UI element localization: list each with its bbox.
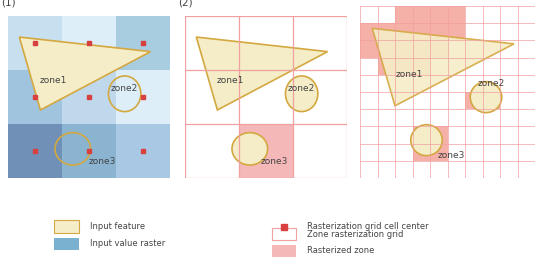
Text: (2): (2): [179, 0, 193, 8]
Bar: [413, 126, 430, 144]
Text: zone2: zone2: [288, 84, 315, 93]
Bar: [447, 23, 465, 40]
Bar: [395, 23, 413, 40]
Bar: [447, 6, 465, 23]
Bar: [54, 221, 79, 233]
Text: zone2: zone2: [111, 84, 138, 93]
Bar: [430, 40, 447, 58]
Text: Rasterization grid cell center: Rasterization grid cell center: [307, 222, 428, 231]
Bar: [413, 40, 430, 58]
Bar: [483, 92, 500, 109]
Text: zone1: zone1: [217, 76, 244, 85]
Text: Zone rasterization grid: Zone rasterization grid: [307, 230, 403, 239]
Polygon shape: [20, 37, 150, 110]
Bar: [62, 16, 116, 70]
Text: zone1: zone1: [395, 70, 422, 79]
Bar: [116, 124, 170, 178]
Bar: [413, 23, 430, 40]
Bar: [413, 6, 430, 23]
Text: Input value raster: Input value raster: [90, 239, 165, 248]
Bar: [8, 124, 62, 178]
Text: zone2: zone2: [478, 79, 505, 88]
Ellipse shape: [232, 133, 268, 165]
Bar: [272, 228, 296, 241]
Bar: [239, 124, 293, 178]
Bar: [62, 124, 116, 178]
Bar: [395, 40, 413, 58]
Bar: [413, 144, 430, 161]
Bar: [8, 16, 62, 70]
Ellipse shape: [286, 76, 318, 112]
Bar: [360, 23, 377, 40]
Polygon shape: [197, 37, 327, 110]
Text: zone3: zone3: [89, 157, 116, 166]
Bar: [62, 70, 116, 124]
Bar: [430, 6, 447, 23]
Bar: [8, 70, 62, 124]
Bar: [116, 16, 170, 70]
Ellipse shape: [411, 125, 442, 156]
Bar: [116, 70, 170, 124]
Bar: [430, 126, 447, 144]
Text: Rasterized zone: Rasterized zone: [307, 246, 374, 255]
Text: zone1: zone1: [40, 76, 67, 85]
Bar: [54, 238, 79, 250]
Ellipse shape: [470, 82, 502, 113]
Bar: [430, 23, 447, 40]
Bar: [395, 6, 413, 23]
Bar: [395, 58, 413, 75]
Text: zone3: zone3: [261, 157, 288, 166]
Text: (1): (1): [2, 0, 16, 8]
Bar: [377, 23, 395, 40]
Text: zone3: zone3: [437, 151, 465, 160]
Bar: [377, 40, 395, 58]
Text: Input feature: Input feature: [90, 222, 145, 231]
Bar: [360, 40, 377, 58]
Polygon shape: [372, 28, 514, 106]
Bar: [430, 144, 447, 161]
Bar: [272, 245, 296, 257]
Bar: [377, 58, 395, 75]
Bar: [413, 58, 430, 75]
Bar: [465, 92, 483, 109]
